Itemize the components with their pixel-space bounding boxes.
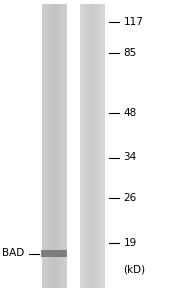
Bar [61,4,62,288]
Bar [96,4,97,288]
Bar [81,4,82,288]
Bar [47,4,48,288]
Bar [45,4,46,288]
Text: 19: 19 [124,238,137,248]
Bar [50,4,51,288]
Bar [93,4,94,288]
Bar [101,4,102,288]
Bar [83,4,84,288]
Bar [58,4,59,288]
Bar [46,4,47,288]
Bar [98,4,99,288]
Bar [44,4,45,288]
Bar [57,4,58,288]
Bar [42,4,43,288]
Bar [52,4,53,288]
Text: 48: 48 [124,107,137,118]
Bar [48,4,49,288]
Bar [100,4,101,288]
Bar [85,4,86,288]
Bar [84,4,85,288]
Bar [53,4,54,288]
Text: BAD: BAD [2,248,24,259]
Bar [64,4,65,288]
Bar [64,4,65,288]
Bar [103,4,104,288]
Bar [104,4,105,288]
Bar [83,4,84,288]
Bar [94,4,95,288]
Bar [59,4,60,288]
Bar [88,4,89,288]
Bar [89,4,90,288]
Bar [102,4,103,288]
Bar [95,4,96,288]
Bar [82,4,83,288]
Text: 34: 34 [124,152,137,163]
Bar [62,4,63,288]
Bar [91,4,92,288]
Bar [86,4,87,288]
Bar [96,4,97,288]
Text: 26: 26 [124,193,137,203]
Bar [52,4,53,288]
Bar [92,4,93,288]
Bar [57,4,58,288]
Bar [97,4,98,288]
Bar [43,4,44,288]
Bar [100,4,101,288]
Bar [48,4,49,288]
Text: 117: 117 [124,16,143,27]
Bar [65,4,66,288]
Bar [88,4,89,288]
Bar [80,4,81,288]
Bar [49,4,50,288]
Bar [99,4,100,288]
Bar [66,4,67,288]
Bar [56,4,57,288]
Bar [102,4,103,288]
Bar [41,250,67,257]
Bar [42,4,66,288]
Bar [45,4,46,288]
Bar [60,4,61,288]
Bar [63,4,64,288]
Bar [54,4,55,288]
Bar [58,4,59,288]
Text: (kD): (kD) [124,265,146,275]
Bar [87,4,88,288]
Bar [90,4,91,288]
Bar [51,4,52,288]
Text: 85: 85 [124,47,137,58]
Bar [46,4,47,288]
Bar [55,4,56,288]
Bar [84,4,85,288]
Bar [90,4,91,288]
Bar [91,4,92,288]
Bar [97,4,98,288]
Bar [95,4,96,288]
Bar [53,4,54,288]
Bar [62,4,63,288]
Bar [86,4,87,288]
Bar [80,4,104,288]
Bar [59,4,60,288]
